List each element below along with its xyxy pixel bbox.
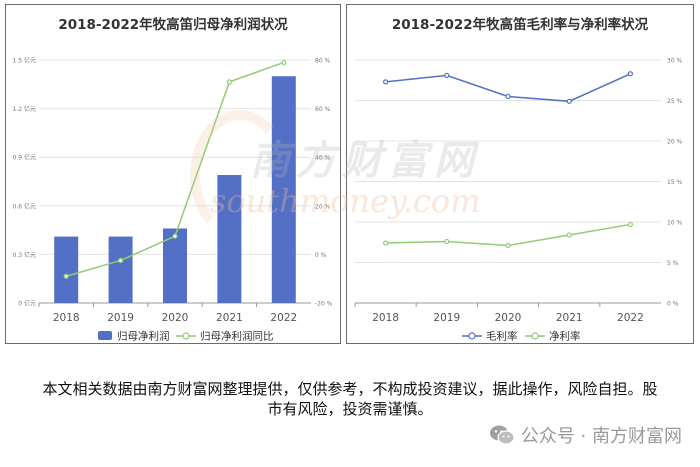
x-tick-label: 2022 — [617, 312, 644, 324]
line-point — [566, 232, 572, 238]
line-point — [382, 240, 389, 246]
x-tick-label: 2018 — [372, 312, 399, 324]
y-right-tick-label: 20 % — [667, 139, 683, 146]
left-chart-title: 2018-2022年牧高笛归母净利润状况 — [58, 17, 288, 33]
x-tick-label: 2021 — [216, 312, 243, 324]
legend-swatch-bar — [98, 331, 112, 340]
y-right-tick-label: 40 % — [315, 155, 331, 162]
x-tick-label: 2020 — [162, 312, 189, 324]
y-left-tick-label: 1.5 亿元 — [13, 57, 36, 65]
x-tick-label: 2019 — [433, 312, 460, 324]
legend-label-line: 归母净利润同比 — [200, 330, 274, 343]
x-tick-label: 2022 — [270, 312, 297, 324]
legend-swatch-line-marker — [182, 332, 190, 340]
x-tick-label: 2019 — [107, 312, 134, 324]
x-tick-label: 2021 — [556, 312, 583, 324]
disclaimer-text: 本文相关数据由南方财富网整理提供，仅供参考，不构成投资建议，据此操作，风险自担。… — [42, 380, 658, 418]
y-right-tick-label: 25 % — [667, 98, 683, 105]
line-point — [505, 242, 511, 249]
legend-label-bar: 归母净利润 — [117, 330, 170, 343]
wechat-icon — [489, 425, 515, 445]
line-point — [382, 79, 389, 85]
footer: 公众号 · 南方财富网 — [489, 422, 682, 448]
bar — [271, 76, 296, 303]
y-left-tick-label: 0.3 亿元 — [13, 251, 36, 259]
line-point — [627, 71, 633, 77]
line-point — [226, 79, 232, 85]
right-chart-svg: 0 % 5 % 10 % 15 % 20 % 25 % 30 % 2018 2019 2020 20… — [354, 58, 683, 343]
line-point — [63, 273, 69, 279]
y-right-tick-label: 0 % — [315, 252, 327, 259]
x-tick-label: 2018 — [53, 312, 80, 324]
legend-swatch-marker-2 — [531, 332, 539, 340]
y-right-tick-label: 60 % — [315, 106, 331, 113]
y-right-tick-label: 80 % — [315, 58, 331, 65]
line-point — [505, 93, 511, 100]
line-point — [281, 59, 287, 66]
bar — [163, 228, 187, 303]
right-chart-title: 2018-2022年牧高笛毛利率与净利率状况 — [391, 17, 649, 33]
y-right-tick-label: 10 % — [667, 220, 683, 227]
line-point — [117, 257, 124, 264]
line-point — [172, 233, 178, 239]
y-right-tick-label: 15 % — [667, 179, 683, 186]
y-left-tick-label: 0.9 亿元 — [13, 154, 36, 162]
y-right-tick-label: -20 % — [315, 301, 333, 308]
x-tick-label: 2020 — [495, 312, 522, 324]
legend-label-2: 净利率 — [549, 330, 581, 343]
legend-label-1: 毛利率 — [486, 330, 518, 343]
line-point — [627, 221, 633, 228]
bar — [108, 236, 133, 303]
series-line-2 — [385, 223, 631, 247]
y-right-tick-label: 5 % — [667, 260, 679, 267]
y-left-tick-label: 0 亿元 — [18, 300, 36, 308]
line-point — [444, 238, 450, 245]
line-point — [444, 72, 450, 78]
line-point — [566, 98, 572, 104]
bar — [54, 236, 79, 303]
footer-text: 公众号 · 南方财富网 — [520, 426, 682, 447]
y-left-tick-label: 1.2 亿元 — [13, 105, 36, 113]
right-chart-panel: 2018-2022年牧高笛毛利率与净利率状况 0 % 5 % 10 % 15 % 20 … — [346, 4, 694, 344]
left-chart-panel: 2018-2022年牧高笛归母净利润状况 0 亿元 0.3 亿元 0.6 亿元 0.9… — [5, 4, 341, 344]
left-chart-svg: 0 亿元 0.3 亿元 0.6 亿元 0.9 亿元 1.2 亿元 1.5 亿元 -20 % 0… — [13, 57, 333, 343]
bar — [217, 175, 242, 303]
y-right-tick-label: 20 % — [315, 203, 331, 210]
legend-swatch-marker-1 — [468, 332, 476, 340]
y-right-tick-label: 0 % — [667, 301, 679, 308]
y-left-tick-label: 0.6 亿元 — [13, 202, 36, 210]
y-right-tick-label: 30 % — [667, 58, 683, 65]
